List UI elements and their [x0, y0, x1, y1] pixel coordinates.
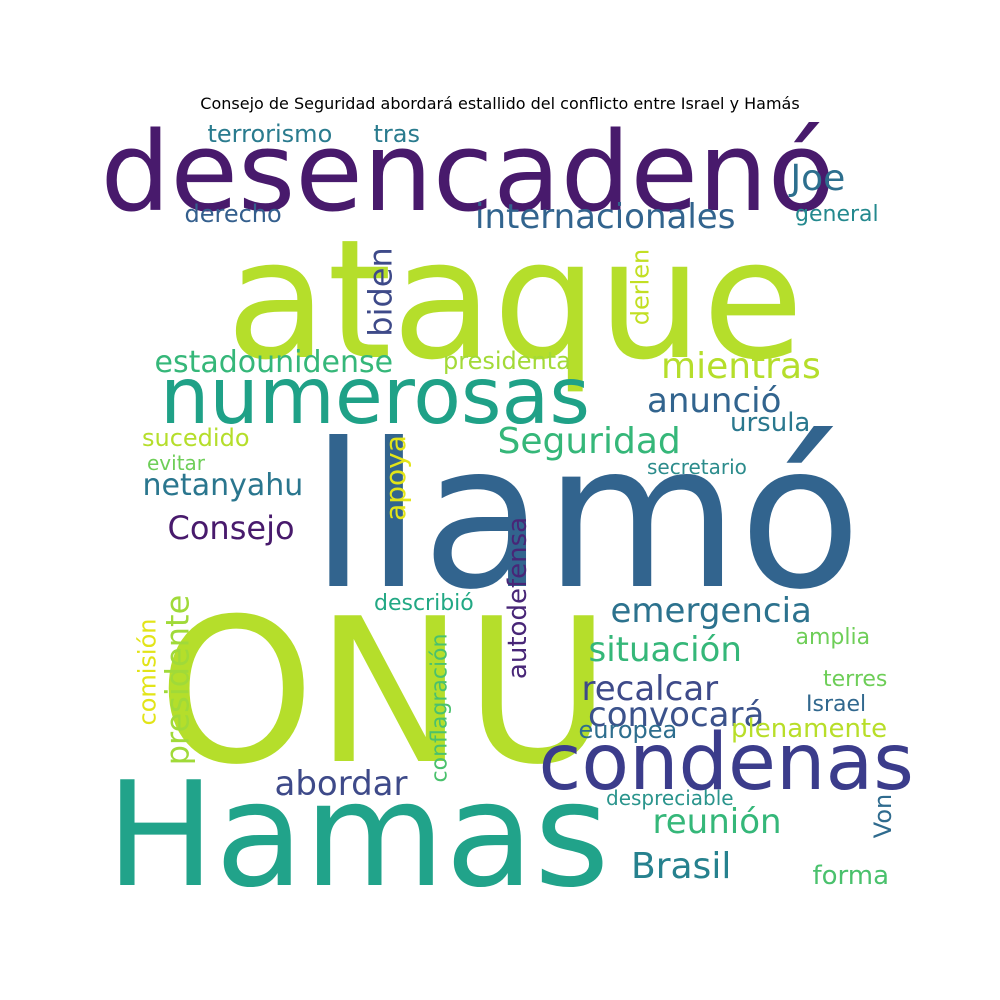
word-apoya: apoya [378, 435, 412, 521]
word-hamas: Hamas [106, 750, 610, 920]
word-biden: biden [361, 247, 400, 337]
word-terres: terres [823, 667, 888, 692]
cloud-title: Consejo de Seguridad abordará estallido … [200, 94, 800, 113]
word-terrorismo: terrorismo [207, 120, 333, 148]
word-ataque: ataque [226, 203, 804, 396]
word-onu: ONU [157, 576, 611, 809]
word-ursula: ursula [730, 408, 811, 438]
word-autodefensa: autodefensa [503, 516, 534, 680]
word-derecho: derecho [184, 200, 282, 228]
word-forma: forma [812, 861, 890, 891]
word-despreciable: despreciable [606, 786, 734, 810]
word-general: general [795, 202, 879, 227]
word-condenas: condenas [538, 718, 914, 808]
word-convocara: convocará [588, 695, 765, 735]
word-consejo: Consejo [167, 509, 295, 547]
word-europea: europea [578, 716, 678, 744]
word-netanyahu: netanyahu [142, 468, 304, 503]
word-reunion: reunión [652, 802, 782, 842]
word-desencadeno: desencadenó [100, 108, 836, 236]
word-von: Von [869, 793, 898, 839]
word-israel: Israel [806, 692, 867, 717]
word-abordar: abordar [274, 764, 408, 804]
word-emergencia: emergencia [610, 591, 812, 631]
word-numerosas: numerosas [160, 352, 590, 442]
word-presidenta: presidenta [443, 347, 571, 375]
word-secretario: secretario [647, 455, 747, 479]
word-brasil: Brasil [631, 846, 732, 887]
word-anuncio: anunció [647, 381, 782, 421]
word-tras: tras [373, 120, 421, 148]
word-describio: describió [374, 591, 474, 616]
word-sucedido: sucedido [142, 424, 250, 452]
word-llamo: llamó [310, 401, 862, 634]
word-joe: Joe [790, 158, 846, 199]
word-conflagracion: conflagración [426, 633, 452, 783]
word-presidente: presidente [157, 594, 196, 766]
word-mientras: mientras [661, 346, 821, 387]
word-seguridad: Seguridad [497, 421, 681, 462]
word-derlen: derlen [625, 248, 654, 326]
word-plenamente: plenamente [731, 714, 888, 744]
word-comision: comisión [133, 618, 161, 726]
word-internacionales: internacionales [475, 197, 736, 237]
word-recalcar: recalcar [581, 669, 719, 709]
word-situacion: situación [588, 630, 742, 670]
word-estadounidense: estadounidense [154, 345, 394, 380]
word-evitar: evitar [147, 451, 206, 475]
word-amplia: amplia [795, 625, 871, 650]
